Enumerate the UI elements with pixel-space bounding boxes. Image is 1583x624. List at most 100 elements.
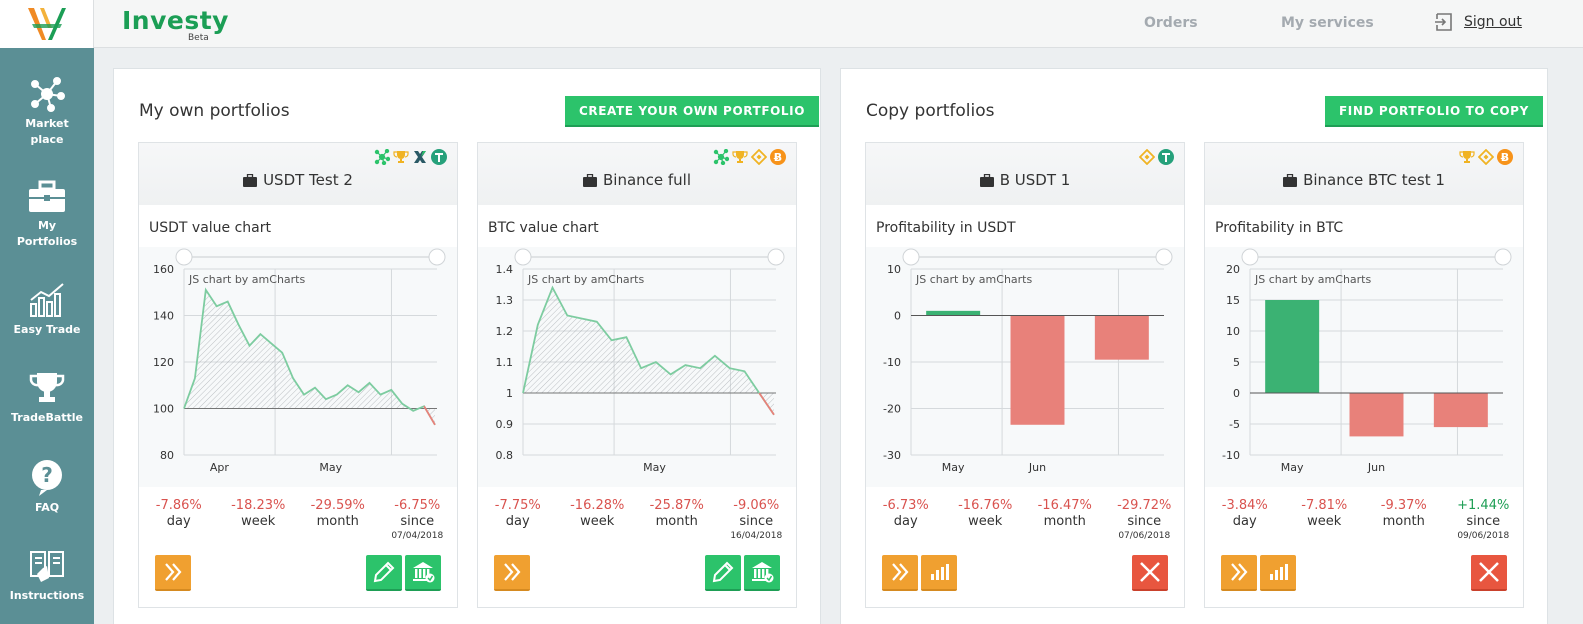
chart-svg: 0.8 0.9 1 1.1 1.2 1.3 1.4 JS chart by amCharts M… — [496, 248, 785, 474]
chart-bar[interactable] — [1010, 315, 1065, 425]
chart-bar[interactable] — [1433, 393, 1488, 428]
trophy-badge-icon — [1459, 151, 1475, 163]
find-portfolio-button[interactable]: FIND PORTFOLIO TO COPY — [1325, 96, 1543, 127]
edit-portfolio-button[interactable] — [705, 555, 741, 591]
sign-out-link[interactable]: Sign out — [1434, 12, 1522, 32]
card-title[interactable]: Binance full — [478, 171, 796, 189]
stop-copy-button[interactable] — [1132, 555, 1168, 591]
trophy-icon — [29, 373, 65, 402]
stop-copy-button[interactable] — [1471, 555, 1507, 591]
chart-area: 80 100 120 140 160 JS chart by amCharts Apr May — [139, 247, 457, 487]
value-line[interactable] — [522, 285, 775, 416]
stat-value: -7.75% — [494, 498, 541, 513]
scroll-handle[interactable] — [175, 248, 193, 266]
scroll-handle[interactable] — [1241, 248, 1259, 266]
stat-label: since — [400, 514, 435, 529]
stat-value: +1.44% — [1457, 498, 1510, 513]
sidebar-item-faq[interactable]: ? FAQ — [0, 458, 94, 516]
scroll-handle[interactable] — [767, 248, 785, 266]
double-chevron-right-icon — [892, 563, 909, 581]
scroll-handle[interactable] — [902, 248, 920, 266]
portfolio-card: B USDT 1 Profitability in USDT -30 -20 -10 0 1… — [865, 142, 1185, 608]
x-tick-label: Jun — [1367, 461, 1385, 474]
y-tick-label: 80 — [160, 449, 174, 462]
logo[interactable] — [0, 0, 94, 48]
portfolio-stats-button[interactable] — [1260, 555, 1296, 591]
y-tick-label: 1 — [506, 387, 513, 400]
stat-label: day — [1232, 514, 1257, 529]
exchange-badges — [1139, 149, 1174, 165]
open-portfolio-button[interactable] — [1221, 555, 1257, 591]
stat-label: week — [968, 514, 1003, 529]
chart-watermark[interactable]: JS chart by amCharts — [188, 273, 305, 286]
panel-title: Copy portfolios — [866, 101, 995, 121]
sidebar-item-tradebattle[interactable]: TradeBattle — [0, 370, 94, 426]
y-tick-label: -30 — [883, 449, 901, 462]
chart-title: Profitability in BTC — [1215, 220, 1344, 236]
y-tick-label: 1.4 — [496, 263, 514, 276]
chart-bar[interactable] — [1094, 315, 1149, 360]
sidebar-item-my-portfolios[interactable]: My Portfolios — [0, 180, 94, 250]
nav-orders[interactable]: Orders — [1144, 15, 1198, 31]
scroll-handle[interactable] — [514, 248, 532, 266]
create-portfolio-button[interactable]: CREATE YOUR OWN PORTFOLIO — [565, 96, 820, 127]
edit-portfolio-button[interactable] — [366, 555, 402, 591]
bar-chart-icon — [931, 564, 949, 580]
portfolio-balance-button[interactable] — [744, 555, 780, 591]
open-portfolio-button[interactable] — [494, 555, 530, 591]
stat-date: 07/04/2018 — [391, 531, 444, 541]
sign-out-label: Sign out — [1464, 14, 1522, 30]
book-hand-icon — [30, 551, 64, 582]
value-line[interactable] — [183, 287, 436, 426]
y-tick-label: -5 — [1229, 418, 1240, 431]
y-tick-label: 0.9 — [496, 418, 514, 431]
nav-my-services[interactable]: My services — [1281, 15, 1374, 31]
scroll-handle[interactable] — [1155, 248, 1173, 266]
stat-date: 09/06/2018 — [1457, 531, 1510, 541]
stat-day: -3.84% day — [1210, 497, 1280, 542]
stat-month: -29.59% month — [303, 497, 373, 542]
chart-bar[interactable] — [1265, 300, 1320, 393]
card-title[interactable]: USDT Test 2 — [139, 171, 457, 189]
scroll-handle[interactable] — [428, 248, 446, 266]
open-portfolio-button[interactable] — [155, 555, 191, 591]
network-icon — [31, 77, 65, 112]
close-icon — [1479, 562, 1499, 582]
chart-watermark[interactable]: JS chart by amCharts — [915, 273, 1032, 286]
portfolio-balance-button[interactable] — [405, 555, 441, 591]
stat-month: -25.87% month — [642, 497, 712, 542]
sidebar-item-instructions[interactable]: Instructions — [0, 548, 94, 604]
scroll-handle[interactable] — [1494, 248, 1512, 266]
stat-value: -16.47% — [1037, 498, 1092, 513]
stat-value: -25.87% — [649, 498, 704, 513]
chart-svg: -30 -20 -10 0 10 JS chart by amCharts May Jun — [883, 248, 1173, 474]
card-header: USDT Test 2 — [139, 143, 457, 205]
x-tick-label: May — [942, 461, 965, 474]
panel-title: My own portfolios — [139, 101, 290, 121]
value-line-negative — [758, 392, 775, 416]
y-tick-label: -20 — [883, 403, 901, 416]
y-tick-label: 120 — [153, 356, 174, 369]
y-tick-label: 0.8 — [496, 449, 514, 462]
sidebar-item-easy-trade[interactable]: Easy Trade — [0, 282, 94, 338]
sidebar-item-marketplace[interactable]: Market place — [0, 76, 94, 148]
chart-watermark[interactable]: JS chart by amCharts — [1254, 273, 1371, 286]
stat-value: -29.59% — [310, 498, 365, 513]
sidebar-label: FAQ — [34, 501, 60, 514]
chart-bar[interactable] — [1349, 393, 1404, 437]
y-tick-label: -10 — [883, 356, 901, 369]
y-tick-label: 1.1 — [496, 356, 514, 369]
portfolio-stats-button[interactable] — [921, 555, 957, 591]
question-icon: ? — [32, 460, 62, 496]
tether-badge-icon — [1158, 149, 1174, 165]
card-title[interactable]: Binance BTC test 1 — [1205, 171, 1523, 189]
chart-bar[interactable] — [926, 310, 981, 316]
brand[interactable]: Investy Beta — [122, 6, 229, 43]
stat-week: -16.76% week — [950, 497, 1020, 542]
open-portfolio-button[interactable] — [882, 555, 918, 591]
card-title[interactable]: B USDT 1 — [866, 171, 1184, 189]
sidebar-label: Market place — [25, 117, 69, 146]
y-tick-label: 0 — [894, 310, 901, 323]
chart-watermark[interactable]: JS chart by amCharts — [527, 273, 644, 286]
bank-icon — [413, 562, 435, 583]
